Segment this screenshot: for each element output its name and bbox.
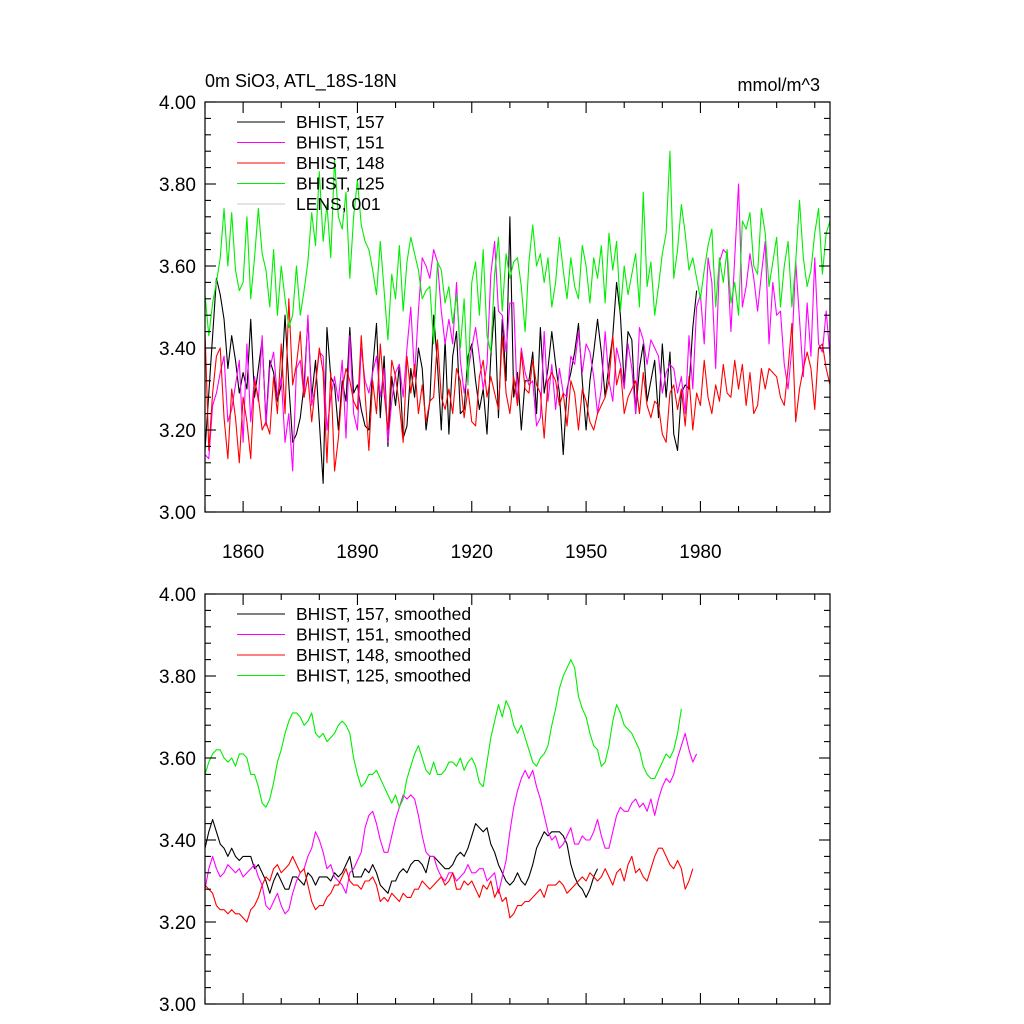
plot-frame: [204, 593, 831, 1005]
legend-label: BHIST, 125, smoothed: [296, 666, 471, 686]
x-tick-label: 1920: [451, 542, 493, 563]
series-line-2: [205, 847, 694, 923]
series-line-2: [205, 298, 830, 472]
series-line-3: [205, 659, 682, 808]
units-label: mmol/m^3: [738, 75, 820, 95]
y-tick-label: 4.00: [159, 93, 196, 114]
y-tick-label: 3.00: [159, 503, 196, 524]
series-line-0: [205, 818, 599, 898]
chart-title: 0m SiO3, ATL_18S-18N: [205, 71, 397, 92]
legend-label: BHIST, 157: [296, 112, 385, 132]
y-tick-label: 3.00: [159, 995, 196, 1016]
legend-label: BHIST, 151: [296, 133, 385, 153]
bottom-panel: 3.00 3.20 3.40 3.60 3.80 4.00 BHIST, 157, smoo…: [159, 585, 831, 1016]
y-tick-label: 3.40: [159, 831, 196, 852]
y-tick-label: 3.60: [159, 749, 196, 770]
x-tick-label: 1980: [679, 542, 721, 563]
legend-label: BHIST, 148: [296, 153, 385, 173]
y-tick-label: 3.80: [159, 667, 196, 688]
plot-frame: [204, 101, 831, 513]
plot-area: [205, 150, 830, 484]
top-panel: 3.00 3.20 3.40 3.60 3.80 4.00 1860 1890 1920 1950…: [159, 71, 831, 563]
y-tick-label: 3.20: [159, 913, 196, 934]
series-line-1: [205, 732, 698, 915]
legend-label: BHIST, 125: [296, 174, 385, 194]
legend-label: BHIST, 157, smoothed: [296, 604, 471, 624]
y-tick-label: 3.40: [159, 339, 196, 360]
legend-label: BHIST, 148, smoothed: [296, 645, 471, 665]
y-tick-label: 3.80: [159, 175, 196, 196]
x-tick-label: 1890: [336, 542, 378, 563]
x-tick-label: 1860: [222, 542, 264, 563]
x-tick-label: 1950: [565, 542, 607, 563]
plot-area: [205, 659, 698, 923]
y-tick-label: 3.20: [159, 421, 196, 442]
y-tick-label: 4.00: [159, 585, 196, 606]
series-line-3: [205, 150, 830, 386]
series-line-0: [205, 216, 698, 484]
legend-label: BHIST, 151, smoothed: [296, 625, 471, 645]
y-tick-label: 3.60: [159, 257, 196, 278]
legend-label: LENS, 001: [296, 194, 381, 214]
series-line-1: [205, 183, 830, 472]
